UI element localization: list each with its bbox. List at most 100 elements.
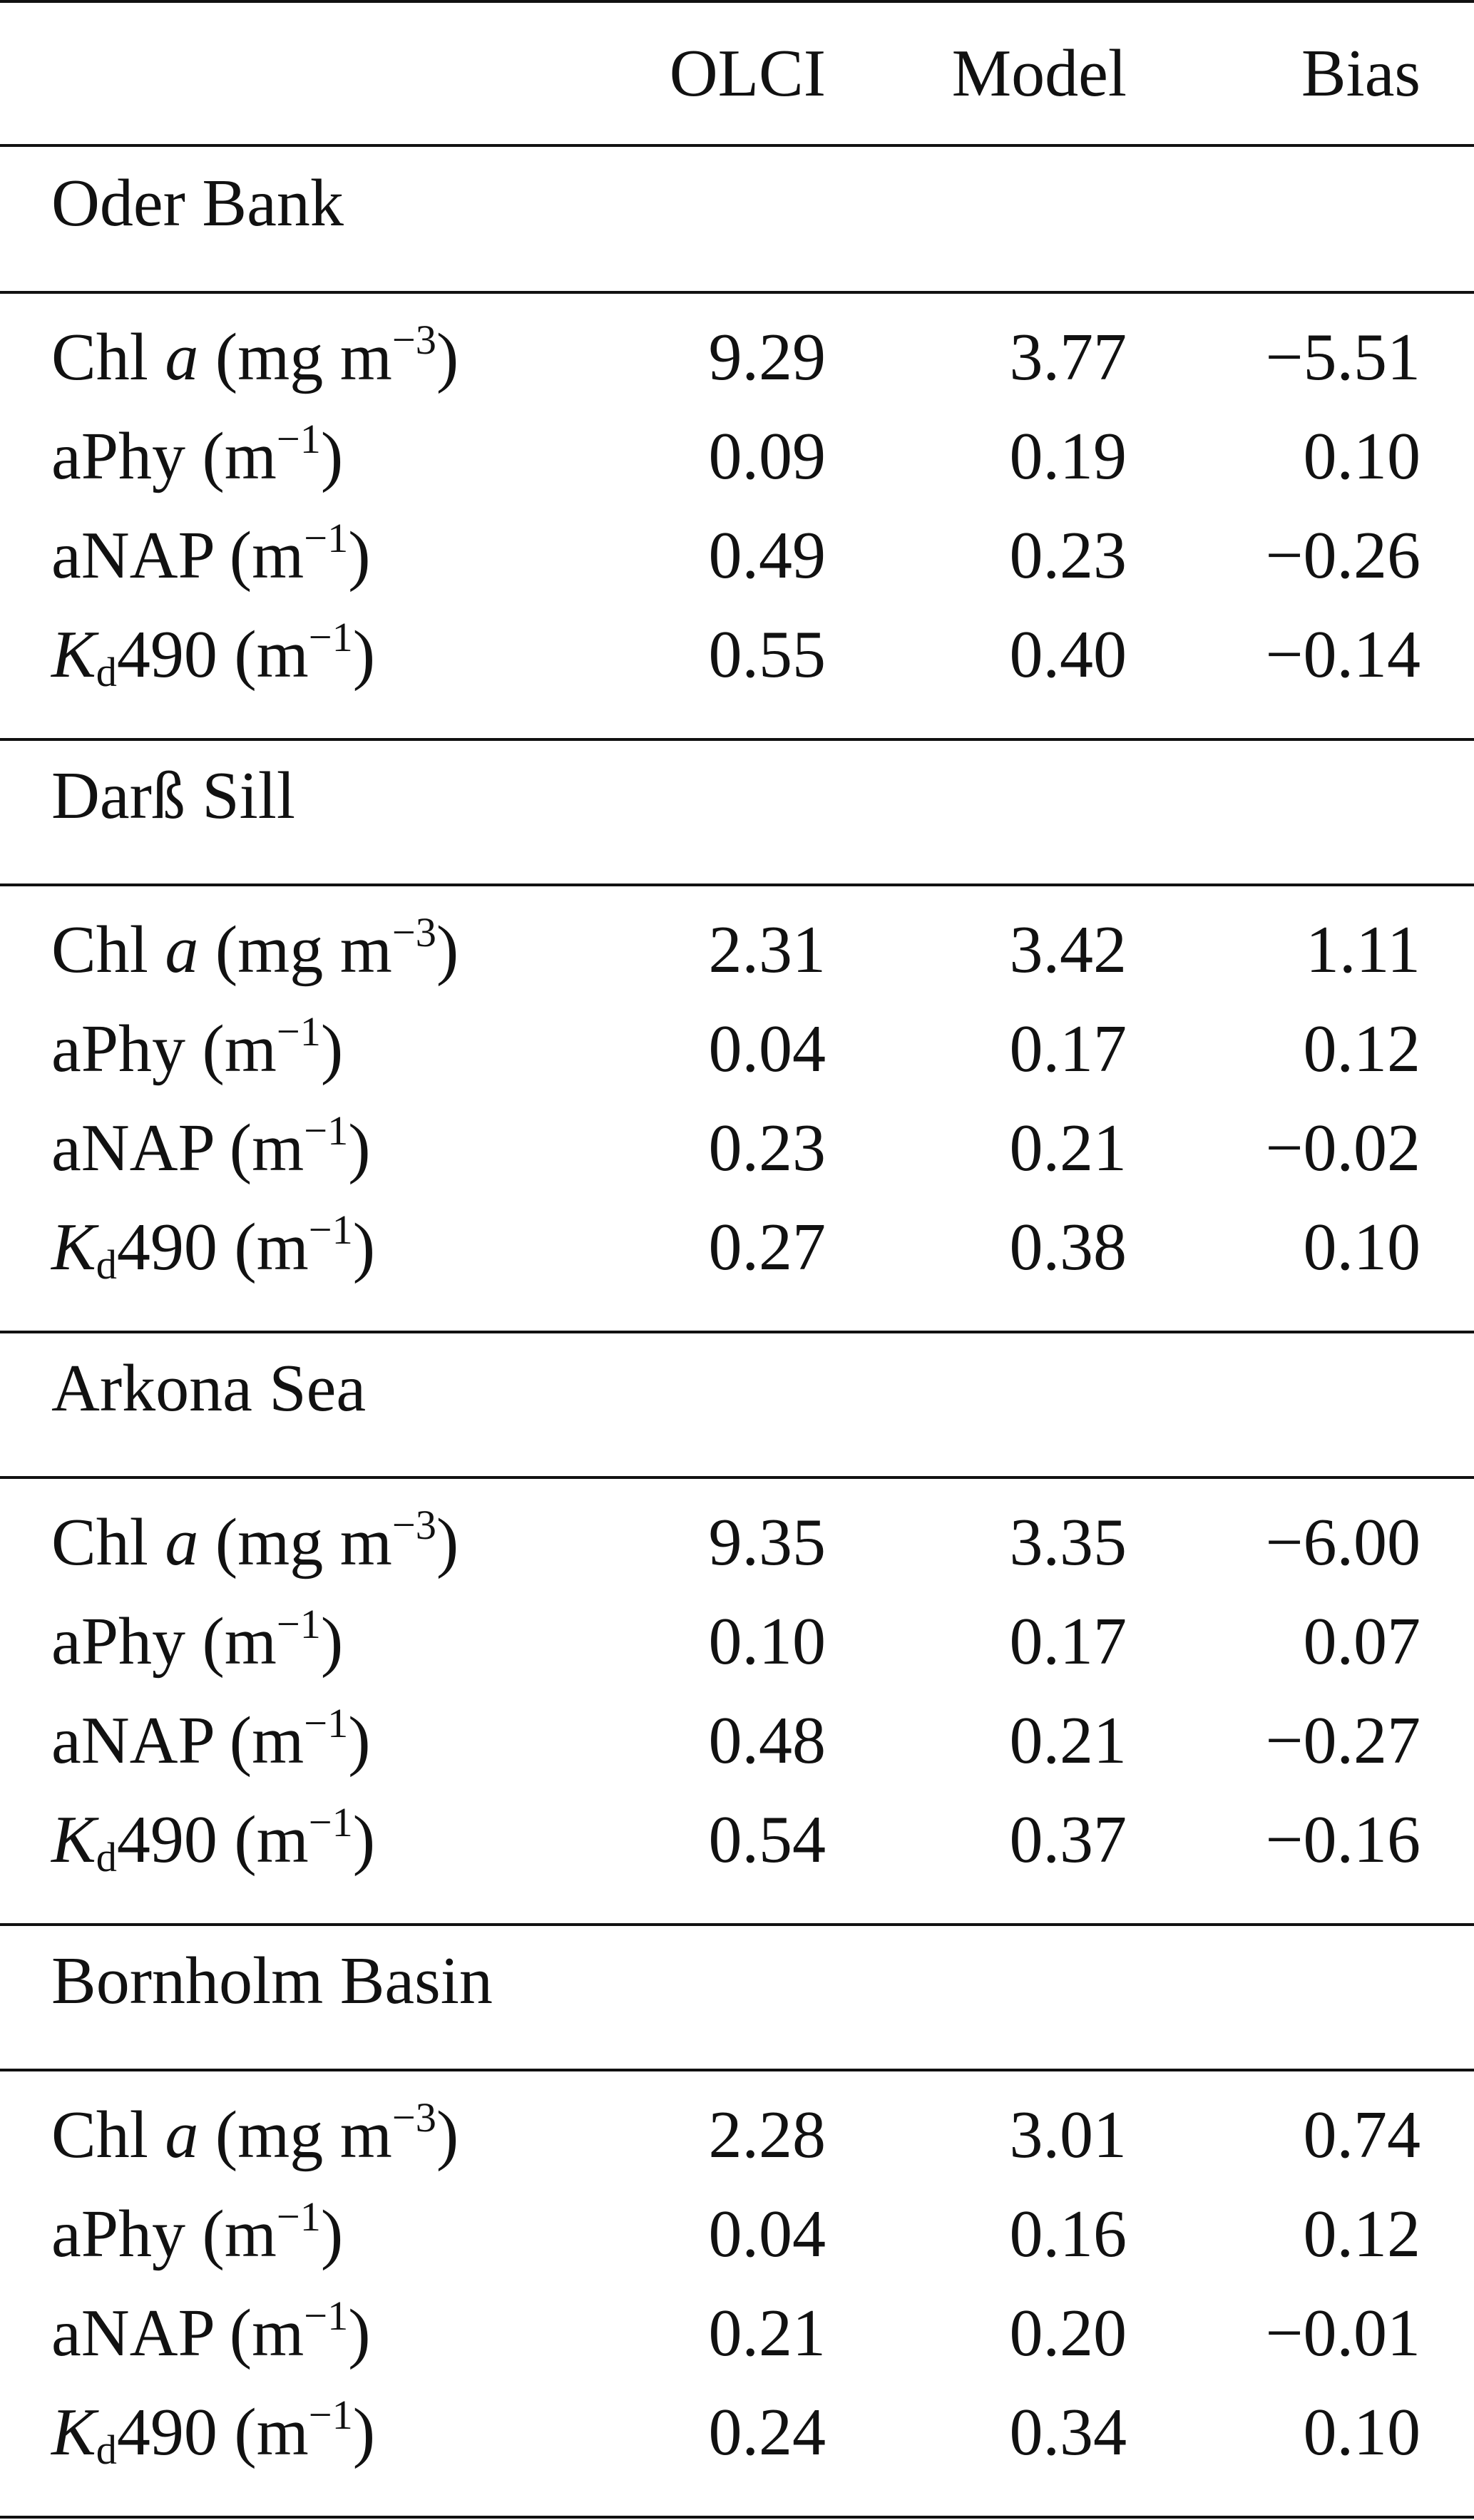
cell-model: 3.77	[1009, 320, 1127, 394]
row-label-anap: aNAP (m−1)	[51, 1110, 371, 1182]
cell-model: 0.17	[1009, 1012, 1127, 1086]
row-label-anap: aNAP (m−1)	[51, 2295, 371, 2367]
cell-bias: 0.10	[1303, 1210, 1421, 1284]
cell-bias: −5.51	[1265, 320, 1421, 394]
cell-bias: −6.00	[1265, 1505, 1421, 1579]
section-title-rule	[0, 291, 1474, 294]
label-unit: (m	[229, 1704, 304, 1778]
label-exponent: −1	[276, 2193, 321, 2240]
label-exponent: −1	[308, 613, 353, 660]
label-space	[198, 913, 215, 987]
header-rule	[0, 144, 1474, 147]
cell-model: 3.01	[1009, 2098, 1127, 2172]
label-exponent: −1	[308, 2391, 353, 2438]
label-subscript: d	[96, 1241, 117, 1288]
label-exponent: −1	[304, 514, 349, 561]
label-name: 490	[116, 618, 235, 692]
cell-bias: 0.74	[1303, 2098, 1421, 2172]
row-label-aphy: aPhy (m−1)	[51, 1603, 343, 1675]
label-name: Chl	[51, 2098, 165, 2172]
label-name: 490	[116, 1210, 235, 1284]
row-label-aphy: aPhy (m−1)	[51, 418, 343, 490]
cell-bias: −0.14	[1265, 618, 1421, 692]
cell-bias: −0.02	[1265, 1111, 1421, 1185]
row-label-chl: Chl a (mg m−3)	[51, 319, 459, 391]
cell-model: 3.42	[1009, 913, 1127, 987]
label-unit: (m	[202, 419, 277, 493]
cell-model: 0.17	[1009, 1604, 1127, 1679]
row-label-aphy: aPhy (m−1)	[51, 2196, 343, 2268]
cell-bias: −0.26	[1265, 518, 1421, 593]
label-unit: (m	[234, 1803, 309, 1877]
label-unit-close: )	[348, 1111, 371, 1185]
label-exponent: −3	[391, 2094, 436, 2141]
row-label-chl: Chl a (mg m−3)	[51, 1504, 459, 1576]
section-end-rule	[0, 1331, 1474, 1333]
cell-bias: 0.10	[1303, 2395, 1421, 2469]
cell-olci: 0.10	[708, 1604, 826, 1679]
row-label-kd490: Kd490 (m−1)	[51, 1801, 375, 1878]
label-unit-close: )	[352, 2395, 376, 2469]
label-unit: (mg m	[215, 320, 392, 394]
label-name: aNAP	[51, 518, 230, 593]
cell-olci: 0.27	[708, 1210, 826, 1284]
cell-model: 0.19	[1009, 419, 1127, 493]
label-unit-close: )	[320, 2197, 344, 2271]
label-name: 490	[116, 2395, 235, 2469]
label-name: Chl	[51, 913, 165, 987]
header-model: Model	[951, 36, 1127, 111]
cell-bias: 0.12	[1303, 1012, 1421, 1086]
section-title: Arkona Sea	[51, 1351, 367, 1425]
label-unit: (m	[229, 518, 304, 593]
label-unit: (mg m	[215, 1505, 392, 1579]
label-unit-close: )	[320, 1604, 344, 1679]
label-exponent: −1	[308, 1798, 353, 1845]
row-label-chl: Chl a (mg m−3)	[51, 911, 459, 983]
cell-olci: 0.23	[708, 1111, 826, 1185]
section-title-rule	[0, 2069, 1474, 2071]
label-subscript: d	[96, 2426, 117, 2473]
table-top-rule	[0, 0, 1474, 3]
label-unit: (m	[234, 618, 309, 692]
label-exponent: −1	[276, 415, 321, 462]
label-variable: a	[165, 1505, 199, 1579]
label-unit: (m	[234, 2395, 309, 2469]
row-label-anap: aNAP (m−1)	[51, 517, 371, 589]
label-unit-close: )	[352, 1803, 376, 1877]
label-name: aPhy	[51, 2197, 203, 2271]
label-unit-close: )	[320, 1012, 344, 1086]
label-variable: a	[165, 320, 199, 394]
label-name: aNAP	[51, 1111, 230, 1185]
cell-olci: 9.35	[708, 1505, 826, 1579]
label-exponent: −1	[276, 1600, 321, 1647]
cell-bias: −0.27	[1265, 1704, 1421, 1778]
label-unit-close: )	[436, 320, 459, 394]
cell-model: 3.35	[1009, 1505, 1127, 1579]
cell-bias: 0.12	[1303, 2197, 1421, 2271]
section-title-rule	[0, 1476, 1474, 1479]
cell-olci: 2.28	[708, 2098, 826, 2172]
cell-bias: −0.01	[1265, 2296, 1421, 2370]
cell-model: 0.16	[1009, 2197, 1127, 2271]
label-unit-close: )	[352, 1210, 376, 1284]
label-subscript: d	[96, 648, 117, 695]
label-unit: (mg m	[215, 913, 392, 987]
label-unit: (m	[234, 1210, 309, 1284]
row-label-kd490: Kd490 (m−1)	[51, 616, 375, 692]
label-unit-close: )	[352, 618, 376, 692]
label-exponent: −1	[276, 1008, 321, 1055]
label-variable: a	[165, 2098, 199, 2172]
section-title: Darß Sill	[51, 759, 296, 833]
section-end-rule	[0, 1923, 1474, 1926]
row-label-aphy: aPhy (m−1)	[51, 1010, 343, 1082]
cell-olci: 0.24	[708, 2395, 826, 2469]
cell-olci: 0.04	[708, 2197, 826, 2271]
section-title: Bornholm Basin	[51, 1944, 493, 2018]
header-bias: Bias	[1301, 36, 1421, 111]
row-label-kd490: Kd490 (m−1)	[51, 2394, 375, 2470]
label-name: aNAP	[51, 1704, 230, 1778]
label-variable: K	[51, 1803, 96, 1877]
cell-olci: 9.29	[708, 320, 826, 394]
cell-olci: 0.04	[708, 1012, 826, 1086]
label-unit-close: )	[436, 913, 459, 987]
